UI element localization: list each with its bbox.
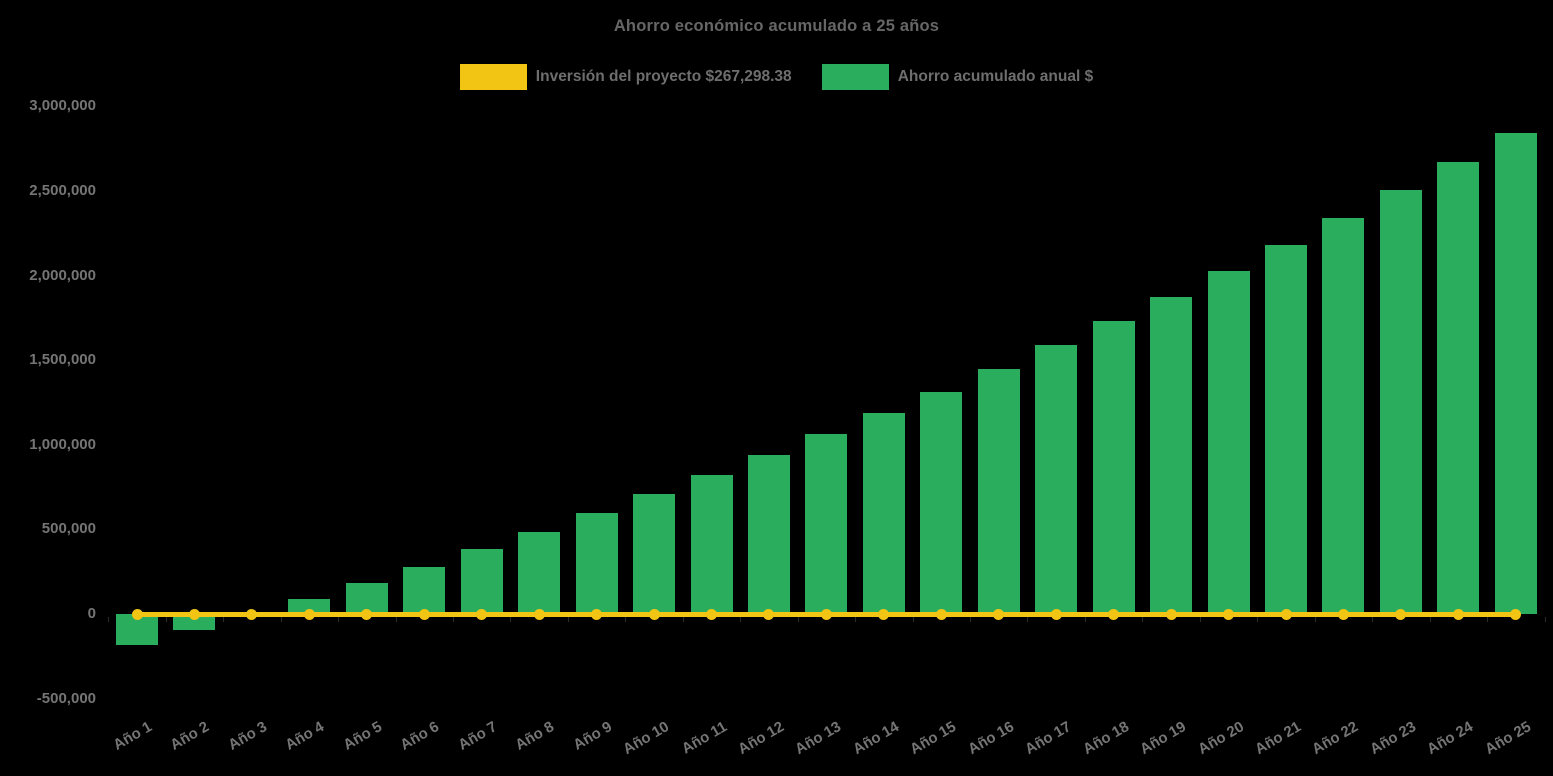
line-point-ano-15[interactable]	[935, 608, 947, 620]
x-axis-tick	[1199, 617, 1201, 622]
bar-ano-10[interactable]	[633, 493, 676, 614]
chart-title: Ahorro económico acumulado a 25 años	[613, 17, 940, 35]
y-tick-label: 0	[87, 605, 96, 622]
line-point-ano-18[interactable]	[1108, 608, 1120, 620]
x-axis-tick	[970, 617, 972, 622]
x-axis-tick	[1257, 617, 1259, 622]
x-axis-tick	[452, 617, 454, 622]
line-point-ano-14[interactable]	[878, 608, 890, 620]
bar-ano-12[interactable]	[747, 454, 790, 614]
x-axis-tick	[1027, 617, 1029, 622]
legend-item-investment[interactable]: Inversión del proyecto $267,298.38	[459, 64, 792, 90]
x-axis-tick	[223, 617, 225, 622]
bar-ano-6[interactable]	[403, 566, 446, 614]
line-point-ano-24[interactable]	[1452, 608, 1464, 620]
bar-ano-14[interactable]	[862, 413, 905, 614]
line-point-ano-3[interactable]	[246, 608, 258, 620]
y-tick-label: 500,000	[41, 520, 96, 538]
bar-ano-16[interactable]	[977, 368, 1020, 614]
line-point-ano-10[interactable]	[648, 608, 660, 620]
line-point-ano-2[interactable]	[188, 608, 200, 620]
x-axis-tick	[740, 617, 742, 622]
bar-ano-21[interactable]	[1265, 245, 1307, 614]
line-point-ano-20[interactable]	[1223, 608, 1235, 620]
y-tick-label: 2,000,000	[29, 266, 96, 284]
x-axis-tick	[395, 617, 397, 622]
bar-ano-20[interactable]	[1207, 271, 1250, 614]
legend-label-savings: Ahorro acumulado anual $	[897, 68, 1094, 85]
x-axis-tick	[108, 617, 110, 622]
x-axis-tick	[855, 617, 857, 622]
x-axis-tick	[912, 617, 914, 622]
x-axis-tick	[1429, 617, 1431, 622]
line-point-ano-19[interactable]	[1165, 608, 1177, 620]
x-axis-tick	[280, 617, 282, 622]
x-axis-tick	[338, 617, 340, 622]
legend-label-investment: Inversión del proyecto $267,298.38	[535, 68, 792, 85]
x-axis-tick	[1084, 617, 1086, 622]
chart-legend: Inversión del proyecto $267,298.38 Ahorr…	[0, 64, 1553, 90]
line-point-ano-5[interactable]	[361, 608, 373, 620]
bar-ano-13[interactable]	[805, 434, 848, 614]
x-axis-tick	[1487, 617, 1489, 622]
line-point-ano-25[interactable]	[1510, 608, 1522, 620]
y-tick-label: 3,000,000	[29, 97, 96, 115]
x-axis-tick	[625, 617, 627, 622]
bar-ano-25[interactable]	[1494, 132, 1537, 614]
line-point-ano-4[interactable]	[303, 608, 315, 620]
bar-ano-23[interactable]	[1379, 190, 1422, 614]
line-point-ano-22[interactable]	[1337, 608, 1349, 620]
bar-ano-8[interactable]	[518, 531, 561, 614]
y-tick-label: -500,000	[36, 689, 96, 707]
bar-ano-11[interactable]	[690, 474, 733, 614]
line-point-ano-6[interactable]	[418, 608, 430, 620]
line-point-ano-16[interactable]	[993, 608, 1005, 620]
bar-ano-2[interactable]	[173, 614, 216, 631]
bar-ano-22[interactable]	[1322, 218, 1365, 614]
x-axis-tick	[567, 617, 569, 622]
investment-series-swatch-icon	[459, 64, 527, 90]
line-point-ano-23[interactable]	[1395, 608, 1407, 620]
bar-ano-9[interactable]	[575, 512, 618, 614]
bar-ano-24[interactable]	[1437, 162, 1480, 614]
y-tick-label: 2,500,000	[29, 182, 96, 199]
bar-ano-15[interactable]	[920, 391, 963, 614]
bar-ano-18[interactable]	[1092, 321, 1135, 614]
line-point-ano-7[interactable]	[476, 608, 488, 620]
x-axis-tick	[165, 617, 167, 622]
x-axis-tick	[510, 617, 512, 622]
line-point-ano-8[interactable]	[533, 608, 545, 620]
line-point-ano-13[interactable]	[820, 608, 832, 620]
x-axis-tick	[1372, 617, 1374, 622]
savings-series-swatch-icon	[821, 64, 889, 90]
bar-ano-19[interactable]	[1150, 296, 1193, 614]
line-point-ano-21[interactable]	[1280, 608, 1292, 620]
line-point-ano-1[interactable]	[131, 608, 143, 620]
legend-item-savings[interactable]: Ahorro acumulado anual $	[821, 64, 1094, 90]
line-point-ano-17[interactable]	[1050, 608, 1062, 620]
y-tick-label: 1,500,000	[29, 351, 96, 369]
y-tick-label: 1,000,000	[29, 435, 96, 453]
bar-ano-4[interactable]	[288, 599, 331, 614]
x-axis-tick	[682, 617, 684, 622]
line-point-ano-11[interactable]	[706, 608, 717, 620]
bar-ano-17[interactable]	[1035, 345, 1078, 614]
x-axis-tick	[797, 617, 799, 622]
x-axis-tick	[1142, 617, 1144, 622]
line-point-ano-9[interactable]	[591, 608, 603, 620]
x-axis-tick	[1314, 617, 1316, 622]
bar-ano-7[interactable]	[460, 549, 503, 614]
line-point-ano-12[interactable]	[763, 608, 775, 620]
x-axis-tick	[1544, 617, 1546, 622]
